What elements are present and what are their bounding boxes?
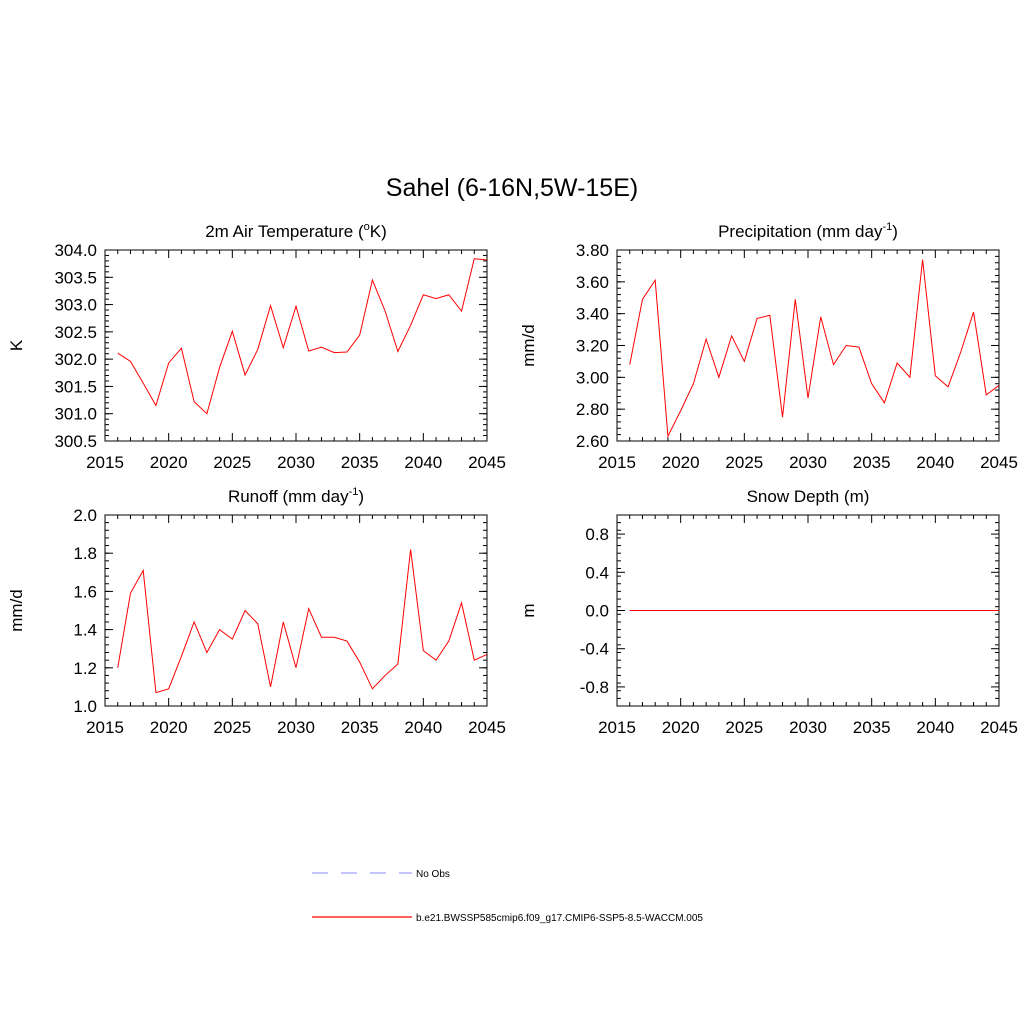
y-tick-label: 1.4 — [73, 621, 97, 640]
y-tick-label: 3.00 — [576, 368, 609, 387]
x-tick-label: 2020 — [662, 718, 700, 737]
x-tick-label: 2020 — [150, 453, 188, 472]
y-tick-label: 1.0 — [73, 697, 97, 716]
x-tick-label: 2025 — [725, 453, 763, 472]
y-tick-label: 0.0 — [585, 602, 609, 621]
y-tick-label: 3.40 — [576, 305, 609, 324]
x-tick-label: 2040 — [404, 718, 442, 737]
x-tick-label: 2030 — [789, 718, 827, 737]
y-axis-label: K — [7, 339, 26, 351]
x-tick-label: 2015 — [598, 453, 636, 472]
y-tick-label: 1.8 — [73, 544, 97, 563]
y-tick-label: 302.5 — [54, 323, 97, 342]
x-tick-label: 2035 — [853, 453, 891, 472]
panel-title: Snow Depth (m) — [747, 487, 870, 506]
y-tick-label: 3.20 — [576, 337, 609, 356]
x-tick-label: 2030 — [789, 453, 827, 472]
y-axis-label: m — [519, 603, 538, 617]
panel-snow-depth: Snow Depth (m) m 2015 2020 2025 2030 2035 2040 2… — [519, 487, 1018, 737]
y-axis-label: mm/d — [519, 324, 538, 367]
y-tick-label: 304.0 — [54, 241, 97, 260]
x-tick-label: 2015 — [598, 718, 636, 737]
x-tick-label: 2030 — [277, 453, 315, 472]
y-tick-label: 1.6 — [73, 582, 97, 601]
x-tick-label: 2025 — [213, 718, 251, 737]
panel-title-suffix: ) — [892, 222, 898, 241]
panel-precipitation: Precipitation (mm day-1) mm/d 2015 2020 2025… — [519, 221, 1018, 472]
y-tick-label: 2.80 — [576, 400, 609, 419]
panel-title-sup: -1 — [349, 486, 359, 498]
x-tick-label: 2035 — [341, 453, 379, 472]
y-tick-label: 300.5 — [54, 432, 97, 451]
x-tick-label: 2015 — [86, 453, 124, 472]
legend-obs-label: No Obs — [416, 869, 450, 880]
panel-title: Precipitation (mm day-1) — [718, 221, 898, 241]
y-tick-label: 0.8 — [585, 525, 609, 544]
x-tick-label: 2045 — [980, 453, 1018, 472]
x-tick-label: 2040 — [916, 718, 954, 737]
y-tick-label: 2.60 — [576, 432, 609, 451]
x-tick-label: 2045 — [980, 718, 1018, 737]
y-tick-label: 0.4 — [585, 563, 609, 582]
panel-runoff: Runoff (mm day-1) mm/d 2015 2020 2025 2030 203… — [7, 486, 506, 737]
y-tick-label: -0.8 — [580, 678, 609, 697]
panel-title: 2m Air Temperature (oK) — [205, 221, 387, 241]
x-tick-label: 2020 — [662, 453, 700, 472]
y-tick-label: 303.0 — [54, 296, 97, 315]
series-line — [117, 258, 488, 415]
panels: 2m Air Temperature (oK) K 2015 2020 2025 2030… — [7, 221, 1018, 737]
series-line — [629, 259, 1000, 439]
legend-model-label: b.e21.BWSSP585cmip6.f09_g17.CMIP6-SSP5-8… — [416, 913, 703, 924]
panel-temperature: 2m Air Temperature (oK) K 2015 2020 2025 2030… — [7, 221, 506, 472]
x-tick-label: 2035 — [853, 718, 891, 737]
y-tick-label: 3.80 — [576, 241, 609, 260]
x-tick-label: 2025 — [725, 718, 763, 737]
x-tick-label: 2015 — [86, 718, 124, 737]
x-tick-label: 2040 — [916, 453, 954, 472]
x-tick-label: 2045 — [468, 453, 506, 472]
panel-title-sup: -1 — [882, 221, 892, 233]
y-tick-label: 1.2 — [73, 659, 97, 678]
x-tick-label: 2035 — [341, 718, 379, 737]
y-tick-label: 303.5 — [54, 268, 97, 287]
panel-title-sup: o — [364, 221, 370, 233]
y-tick-label: 301.5 — [54, 377, 97, 396]
panel-title-suffix: ) — [358, 487, 364, 506]
y-tick-label: 3.60 — [576, 273, 609, 292]
x-tick-label: 2045 — [468, 718, 506, 737]
x-tick-label: 2040 — [404, 453, 442, 472]
x-tick-label: 2030 — [277, 718, 315, 737]
y-tick-label: 302.0 — [54, 350, 97, 369]
panel-title-suffix: K) — [370, 222, 387, 241]
legend: No Obs b.e21.BWSSP585cmip6.f09_g17.CMIP6… — [312, 869, 703, 924]
y-tick-label: 301.0 — [54, 405, 97, 424]
panel-title: Runoff (mm day-1) — [228, 486, 364, 506]
y-tick-label: 2.0 — [73, 506, 97, 525]
x-tick-label: 2025 — [213, 453, 251, 472]
y-tick-label: -0.4 — [580, 640, 609, 659]
figure-title: Sahel (6-16N,5W-15E) — [386, 174, 638, 202]
x-tick-label: 2020 — [150, 718, 188, 737]
y-axis-label: mm/d — [7, 589, 26, 632]
series-line — [117, 549, 488, 694]
